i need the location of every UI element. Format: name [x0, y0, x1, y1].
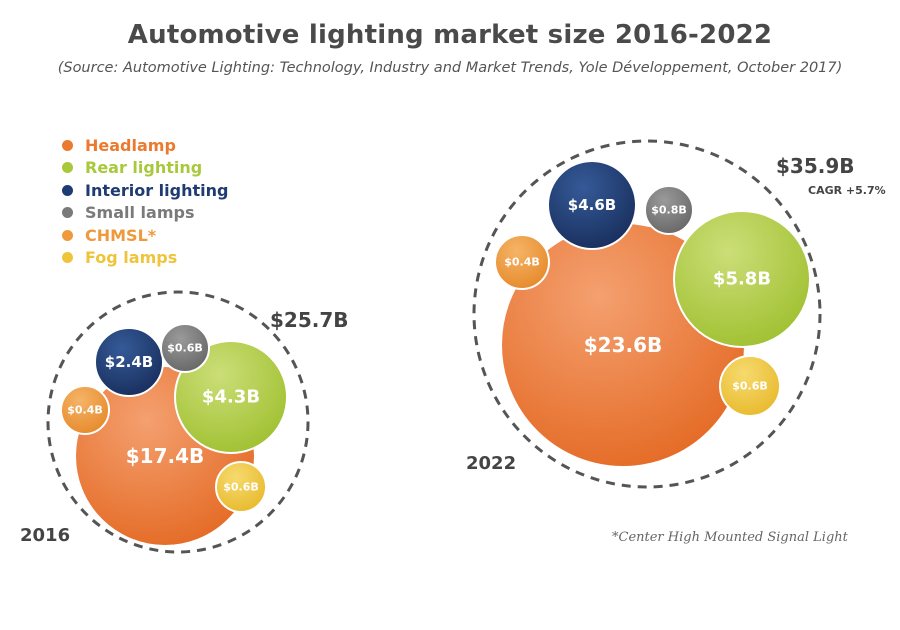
- bubble-fog-lamps-2016: [215, 461, 267, 513]
- legend-item-interior-lighting: Interior lighting: [62, 179, 228, 202]
- value-label-small-lamps-2022: $0.8B: [651, 204, 687, 217]
- cagr-note-2022: CAGR +5.7%: [808, 184, 886, 197]
- legend-item-small-lamps: Small lamps: [62, 202, 228, 225]
- value-label-rear-lighting-2016: $4.3B: [202, 387, 260, 408]
- bubble-interior-lighting-2022: [547, 160, 637, 250]
- value-label-chmsl-2022: $0.4B: [504, 256, 540, 269]
- bubble-small-lamps-2016: [160, 323, 210, 373]
- total-label-2022: $35.9B: [776, 154, 855, 178]
- bubble-chmsl-2022: [494, 234, 550, 290]
- value-label-fog-lamps-2016: $0.6B: [223, 481, 259, 494]
- value-label-chmsl-2016: $0.4B: [67, 404, 103, 417]
- value-label-headlamp-2016: $17.4B: [126, 444, 205, 468]
- bubble-chmsl-2016: [60, 385, 110, 435]
- year-label-2022: 2022: [466, 453, 516, 474]
- chart-title: Automotive lighting market size 2016-202…: [127, 20, 773, 50]
- legend-item-fog-lamps: Fog lamps: [62, 247, 228, 270]
- chart-subtitle: (Source: Automotive Lighting: Technology…: [57, 60, 843, 76]
- legend-dot-rear-lighting: [62, 162, 73, 174]
- legend-label-fog-lamps: Fog lamps: [85, 248, 178, 268]
- value-label-fog-lamps-2022: $0.6B: [732, 380, 768, 393]
- value-label-interior-lighting-2022: $4.6B: [568, 196, 616, 214]
- bubble-fog-lamps-2022: [719, 355, 781, 417]
- legend-item-rear-lighting: Rear lighting: [62, 157, 228, 180]
- value-label-interior-lighting-2016: $2.4B: [105, 353, 153, 371]
- value-label-small-lamps-2016: $0.6B: [167, 342, 203, 355]
- year-label-2016: 2016: [20, 525, 70, 546]
- bubble-interior-lighting-2016: [94, 327, 164, 397]
- bubble-rear-lighting-2016: [174, 340, 288, 454]
- legend-dot-fog-lamps: [62, 252, 73, 264]
- legend-label-chmsl: CHMSL*: [85, 225, 157, 245]
- total-ring-2016: [46, 290, 310, 554]
- legend-dot-headlamp: [62, 139, 73, 151]
- bubble-small-lamps-2022: [644, 185, 694, 235]
- legend-dot-small-lamps: [62, 207, 73, 219]
- value-label-rear-lighting-2022: $5.8B: [713, 269, 771, 290]
- total-label-2016: $25.7B: [270, 308, 349, 332]
- legend-label-rear-lighting: Rear lighting: [85, 158, 203, 178]
- value-label-headlamp-2022: $23.6B: [584, 333, 663, 357]
- legend-item-chmsl: CHMSL*: [62, 224, 228, 247]
- legend-item-headlamp: Headlamp: [62, 134, 228, 157]
- legend-label-headlamp: Headlamp: [85, 135, 176, 155]
- legend-label-interior-lighting: Interior lighting: [85, 180, 229, 200]
- legend-dot-interior-lighting: [62, 184, 73, 196]
- total-ring-2022: [472, 139, 822, 489]
- legend-dot-chmsl: [62, 229, 73, 241]
- bubble-rear-lighting-2022: [673, 210, 811, 348]
- legend-label-small-lamps: Small lamps: [85, 203, 195, 223]
- footnote: *Center High Mounted Signal Light: [612, 530, 848, 545]
- legend: Headlamp Rear lighting Interior lighting…: [62, 134, 228, 269]
